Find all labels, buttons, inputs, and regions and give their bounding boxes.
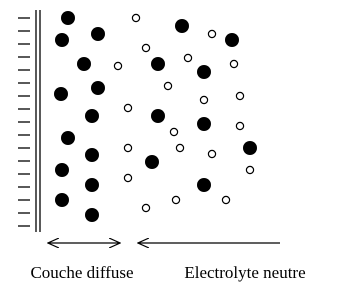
anion — [208, 150, 215, 157]
cation — [55, 193, 69, 207]
cation — [61, 11, 75, 25]
cation — [55, 33, 69, 47]
cation — [77, 57, 91, 71]
cation — [91, 27, 105, 41]
cation — [151, 109, 165, 123]
anion — [170, 128, 177, 135]
cation — [151, 57, 165, 71]
anion — [236, 92, 243, 99]
cation — [197, 65, 211, 79]
anion — [124, 144, 131, 151]
cation — [85, 178, 99, 192]
double-layer-diagram: Couche diffuse Electrolyte neutre — [0, 0, 338, 286]
cation — [61, 131, 75, 145]
cation — [55, 163, 69, 177]
anion — [124, 104, 131, 111]
cation — [145, 155, 159, 169]
cation — [197, 178, 211, 192]
anion — [176, 144, 183, 151]
cation — [243, 141, 257, 155]
cation — [85, 208, 99, 222]
anion — [142, 204, 149, 211]
cation — [175, 19, 189, 33]
diffuse-layer-label: Couche diffuse — [30, 263, 133, 282]
cation — [85, 109, 99, 123]
anion — [114, 62, 121, 69]
neutral-electrolyte-label: Electrolyte neutre — [184, 263, 305, 282]
anion — [236, 122, 243, 129]
anion — [184, 54, 191, 61]
cation — [225, 33, 239, 47]
anion — [200, 96, 207, 103]
anion — [230, 60, 237, 67]
cation — [197, 117, 211, 131]
anion — [208, 30, 215, 37]
ions — [54, 11, 257, 222]
electrode — [18, 10, 40, 232]
anion — [164, 82, 171, 89]
anion — [124, 174, 131, 181]
anion — [132, 14, 139, 21]
anion — [142, 44, 149, 51]
cation — [85, 148, 99, 162]
anion — [222, 196, 229, 203]
anion — [172, 196, 179, 203]
cation — [91, 81, 105, 95]
cation — [54, 87, 68, 101]
anion — [246, 166, 253, 173]
